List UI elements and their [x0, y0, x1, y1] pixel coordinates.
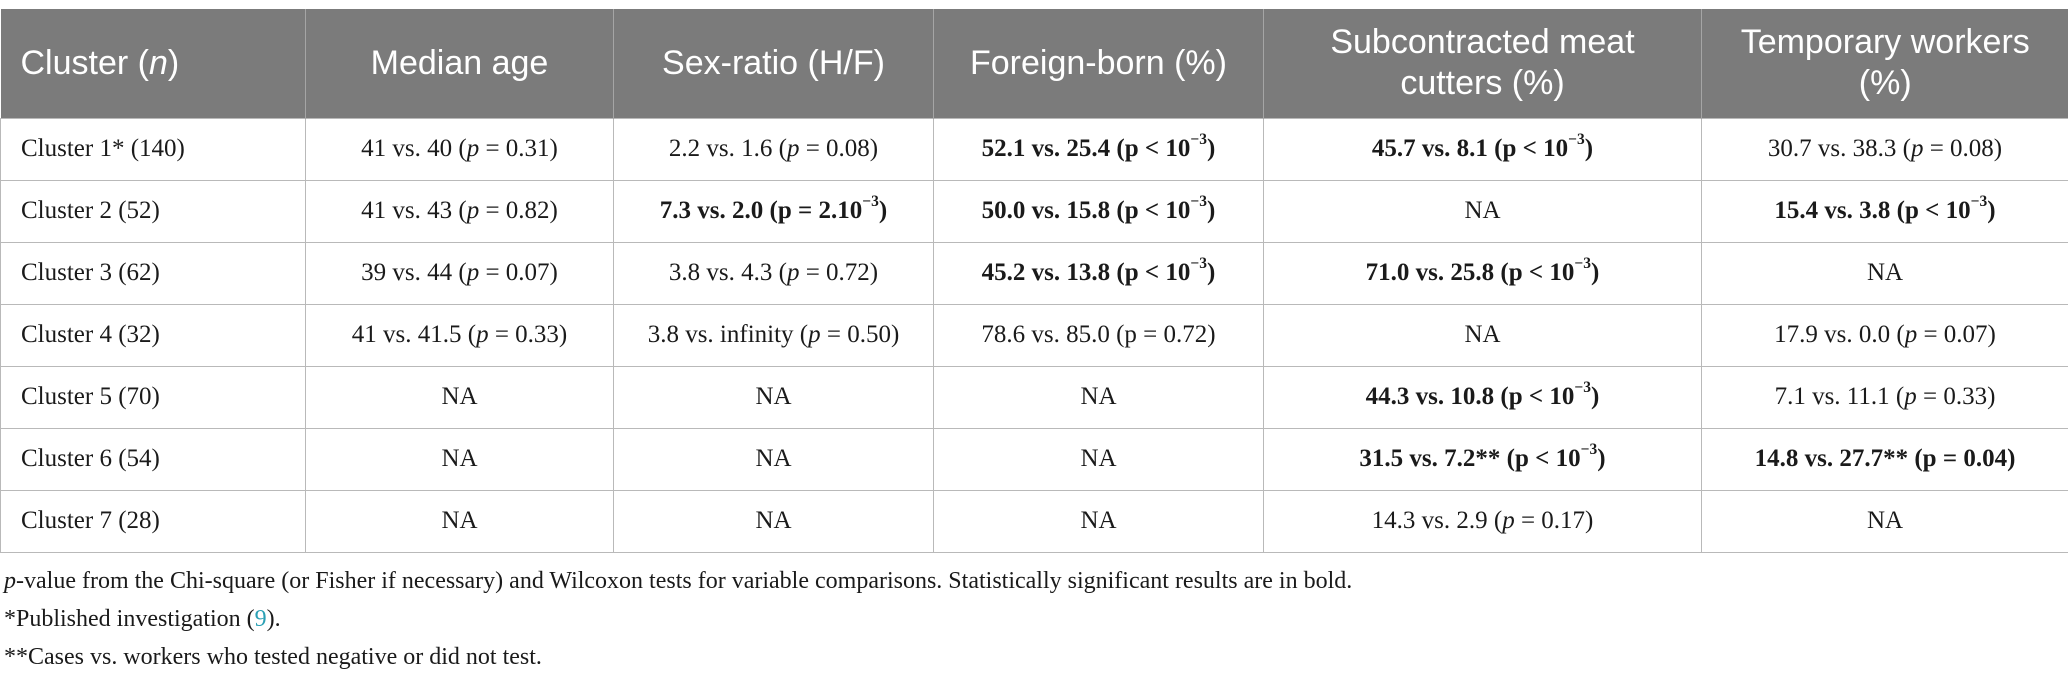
header-subcontracted: Subcontracted meat cutters (%) [1263, 9, 1702, 118]
foreign-born-cell: 50.0 vs. 15.8 (p < 10−3) [933, 179, 1264, 243]
temporary-cell: 17.9 vs. 0.0 (p = 0.07) [1701, 303, 2068, 367]
table-row: Cluster 5 (70) NA NA NA 44.3 vs. 10.8 (p < 1… [0, 365, 2068, 429]
cluster-cell: Cluster 1* (140) [0, 117, 306, 181]
subcontracted-cell: 44.3 vs. 10.8 (p < 10−3) [1263, 365, 1702, 429]
sex-ratio-cell: 7.3 vs. 2.0 (p = 2.10−3) [613, 179, 934, 243]
median-age-cell: NA [305, 427, 614, 491]
header-cluster: Cluster (n) [0, 9, 306, 118]
results-table: Cluster (n) Median age Sex-ratio (H/F) F… [0, 9, 2068, 553]
foreign-born-cell: 52.1 vs. 25.4 (p < 10−3) [933, 117, 1264, 181]
cluster-cell: Cluster 3 (62) [0, 241, 306, 305]
table-header: Cluster (n) Median age Sex-ratio (H/F) F… [0, 9, 2068, 118]
median-age-cell: NA [305, 489, 614, 553]
table-body: Cluster 1* (140) 41 vs. 40 (p = 0.31) 2.2 … [0, 117, 2068, 553]
footnote-published: *Published investigation (9). [4, 606, 281, 632]
subcontracted-cell: 45.7 vs. 8.1 (p < 10−3) [1263, 117, 1702, 181]
table-row: Cluster 3 (62) 39 vs. 44 (p = 0.07) 3.8 vs… [0, 241, 2068, 305]
foreign-born-cell: NA [933, 427, 1264, 491]
median-age-cell: 41 vs. 40 (p = 0.31) [305, 117, 614, 181]
temporary-cell: NA [1701, 241, 2068, 305]
sex-ratio-cell: 2.2 vs. 1.6 (p = 0.08) [613, 117, 934, 181]
table-row: Cluster 7 (28) NA NA NA 14.3 vs. 2.9 (p = 0.… [0, 489, 2068, 553]
footnote-cases: **Cases vs. workers who tested negative … [4, 644, 542, 670]
header-row: Cluster (n) Median age Sex-ratio (H/F) F… [0, 9, 2068, 118]
foreign-born-cell: 45.2 vs. 13.8 (p < 10−3) [933, 241, 1264, 305]
foreign-born-cell: NA [933, 489, 1264, 553]
cluster-cell: Cluster 7 (28) [0, 489, 306, 553]
cluster-cell: Cluster 5 (70) [0, 365, 306, 429]
median-age-cell: 41 vs. 43 (p = 0.82) [305, 179, 614, 243]
cluster-cell: Cluster 6 (54) [0, 427, 306, 491]
header-foreign-born: Foreign-born (%) [933, 9, 1264, 118]
temporary-cell: 15.4 vs. 3.8 (p < 10−3) [1701, 179, 2068, 243]
footnote-pvalue: p-value from the Chi-square (or Fisher i… [4, 568, 1353, 594]
median-age-cell: 39 vs. 44 (p = 0.07) [305, 241, 614, 305]
sex-ratio-cell: 3.8 vs. infinity (p = 0.50) [613, 303, 934, 367]
temporary-cell: 14.8 vs. 27.7** (p = 0.04) [1701, 427, 2068, 491]
subcontracted-cell: 71.0 vs. 25.8 (p < 10−3) [1263, 241, 1702, 305]
sex-ratio-cell: NA [613, 365, 934, 429]
reference-link[interactable]: 9 [254, 606, 267, 632]
sex-ratio-cell: NA [613, 489, 934, 553]
temporary-cell: 30.7 vs. 38.3 (p = 0.08) [1701, 117, 2068, 181]
sex-ratio-cell: NA [613, 427, 934, 491]
header-sex-ratio: Sex-ratio (H/F) [613, 9, 934, 118]
table-row: Cluster 6 (54) NA NA NA 31.5 vs. 7.2** (p < … [0, 427, 2068, 491]
subcontracted-cell: 14.3 vs. 2.9 (p = 0.17) [1263, 489, 1702, 553]
table-row: Cluster 2 (52) 41 vs. 43 (p = 0.82) 7.3 vs… [0, 179, 2068, 243]
table-row: Cluster 4 (32) 41 vs. 41.5 (p = 0.33) 3.8 … [0, 303, 2068, 367]
subcontracted-cell: NA [1263, 303, 1702, 367]
header-temporary: Temporary workers (%) [1701, 9, 2068, 118]
cluster-cell: Cluster 2 (52) [0, 179, 306, 243]
subcontracted-cell: NA [1263, 179, 1702, 243]
median-age-cell: 41 vs. 41.5 (p = 0.33) [305, 303, 614, 367]
sex-ratio-cell: 3.8 vs. 4.3 (p = 0.72) [613, 241, 934, 305]
table-row: Cluster 1* (140) 41 vs. 40 (p = 0.31) 2.2 … [0, 117, 2068, 181]
table-footnotes: p-value from the Chi-square (or Fisher i… [4, 562, 1352, 676]
header-median-age: Median age [305, 9, 614, 118]
foreign-born-cell: 78.6 vs. 85.0 (p = 0.72) [933, 303, 1264, 367]
temporary-cell: NA [1701, 489, 2068, 553]
foreign-born-cell: NA [933, 365, 1264, 429]
temporary-cell: 7.1 vs. 11.1 (p = 0.33) [1701, 365, 2068, 429]
cluster-cell: Cluster 4 (32) [0, 303, 306, 367]
median-age-cell: NA [305, 365, 614, 429]
subcontracted-cell: 31.5 vs. 7.2** (p < 10−3) [1263, 427, 1702, 491]
